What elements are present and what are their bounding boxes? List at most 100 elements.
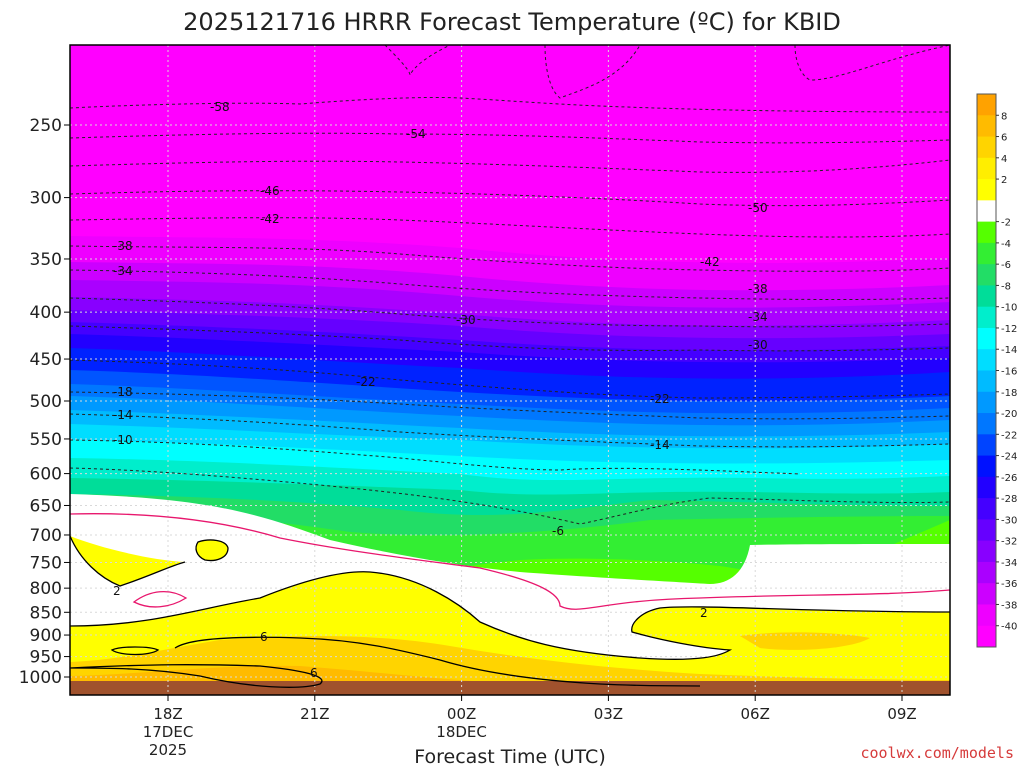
- contour-label: -34: [113, 264, 133, 278]
- y-tick-label: 500: [30, 392, 62, 412]
- x-tick-label: 06Z: [741, 705, 770, 723]
- chart-title: 2025121716 HRRR Forecast Temperature (ºC…: [183, 8, 841, 36]
- contour-label: -14: [113, 408, 133, 422]
- colorbar-label: -26: [1001, 473, 1017, 484]
- freezing-line-loop: [132, 591, 188, 608]
- contour-plus-2-left: [70, 535, 186, 587]
- contour-minus-62-c: [794, 45, 950, 81]
- colorbar-swatch: [977, 434, 996, 457]
- colorbar-label: -10: [1001, 303, 1017, 314]
- contour-label: -30: [748, 338, 768, 352]
- y-tick-label: 750: [30, 553, 62, 573]
- colorbar-label: -28: [1001, 494, 1017, 505]
- colorbar-label: -12: [1001, 324, 1017, 335]
- grid-lines: [70, 45, 950, 695]
- y-tick-label: 1000: [19, 668, 62, 688]
- colorbar-label: -14: [1001, 345, 1017, 356]
- contour-label: -30: [456, 313, 476, 327]
- contour-minus-42: [70, 217, 950, 238]
- contour-plus-6-b: [70, 664, 323, 688]
- contour-minus-18: [70, 391, 950, 420]
- colorbar-label: -24: [1001, 452, 1017, 463]
- x-tick-label: 03Z: [594, 705, 623, 723]
- colorbar-label: -8: [1001, 281, 1011, 292]
- colorbar-swatch: [977, 413, 996, 435]
- colorbar-swatch: [977, 498, 996, 520]
- contour-minus-34: [70, 269, 950, 300]
- colorbar-label: -6: [1001, 260, 1011, 271]
- y-tick-label: 900: [30, 626, 62, 646]
- contour-label: 2: [700, 606, 708, 620]
- contour-labels: -58 -54 -50 -46 -42 -42 -38 -38 -34 -34 …: [113, 100, 768, 680]
- contour-label: -18: [113, 385, 133, 399]
- band-plus-2-bubble: [196, 540, 228, 561]
- colorbar-label: -40: [1001, 622, 1017, 633]
- plot-frame: [69, 44, 951, 696]
- contour-label: -14: [650, 438, 670, 452]
- colorbar-label: -32: [1001, 537, 1017, 548]
- contour-label: -50: [748, 201, 768, 215]
- colorbar-label: -30: [1001, 515, 1017, 526]
- contour-label: -6: [552, 524, 564, 538]
- y-tick-label: 850: [30, 603, 62, 623]
- colorbar-swatch: [977, 221, 996, 244]
- contour-minus-14: [70, 413, 950, 448]
- contour-label: -38: [113, 239, 133, 253]
- colorbar-swatch: [977, 476, 996, 499]
- colorbar-label: -36: [1001, 579, 1017, 590]
- y-tick-label: 600: [30, 465, 62, 485]
- colorbar-swatch: [977, 370, 996, 393]
- contour-label: -42: [260, 212, 280, 226]
- colorbar-label: 8: [1001, 111, 1007, 122]
- y-tick-label: 700: [30, 526, 62, 546]
- colorbar-label: -22: [1001, 430, 1017, 441]
- colorbar-swatch: [977, 561, 996, 584]
- y-tick-label: 250: [30, 116, 62, 136]
- x-tick-label: 21Z: [300, 705, 329, 723]
- x-tick-label: 18Z: [153, 705, 182, 723]
- y-tick-label: 950: [30, 648, 62, 668]
- y-tick-label: 300: [30, 189, 62, 209]
- colorbar-swatch: [977, 455, 996, 478]
- contour-label: -46: [260, 184, 280, 198]
- freezing-line: [70, 513, 950, 610]
- colorbar-label: 6: [1001, 133, 1007, 144]
- plot-area: -58 -54 -50 -46 -42 -42 -38 -38 -34 -34 …: [70, 45, 950, 695]
- contour-plus-2-main: [70, 571, 950, 660]
- colorbar-label: -16: [1001, 367, 1017, 378]
- contour-label: -42: [700, 255, 720, 269]
- contour-lines: [70, 45, 950, 525]
- contour-plus-6-a: [174, 636, 701, 687]
- contour-minus-50-a: [70, 159, 950, 173]
- colorbar-label: -4: [1001, 239, 1011, 250]
- y-tick-label: 450: [30, 350, 62, 370]
- y-tick-label: 350: [30, 250, 62, 270]
- x-axis-label: Forecast Time (UTC): [414, 746, 605, 768]
- contour-label: 6: [310, 666, 318, 680]
- contour-minus-26: [70, 325, 950, 352]
- colorbar-swatch: [977, 179, 996, 201]
- colorbar-label: 2: [1001, 175, 1007, 186]
- contour-minus-58: [70, 96, 950, 113]
- colorbar-swatch: [977, 94, 996, 116]
- x-tick-label: 2025: [149, 741, 187, 759]
- colorbar-swatch: [977, 540, 996, 563]
- colorbar-label: -2: [1001, 218, 1011, 229]
- colorbar-label: -34: [1001, 558, 1017, 569]
- source-credit: coolwx.com/models: [860, 744, 1014, 762]
- contour-label: -10: [113, 433, 133, 447]
- colorbar-label: 4: [1001, 154, 1007, 165]
- contour-plus-6-small: [110, 646, 160, 656]
- colorbar-swatch: [977, 625, 996, 648]
- contour-label: 6: [260, 630, 268, 644]
- y-tick-label: 650: [30, 496, 62, 516]
- freezing-line-main: [70, 513, 950, 610]
- y-tick-label: 800: [30, 579, 62, 599]
- colorbar-swatch: [977, 349, 996, 371]
- colorbar-swatch: [977, 264, 996, 286]
- contour-label: -34: [748, 310, 768, 324]
- contour-label: -22: [356, 375, 376, 389]
- x-tick-label: 18DEC: [436, 723, 487, 741]
- colorbar-label: -20: [1001, 409, 1017, 420]
